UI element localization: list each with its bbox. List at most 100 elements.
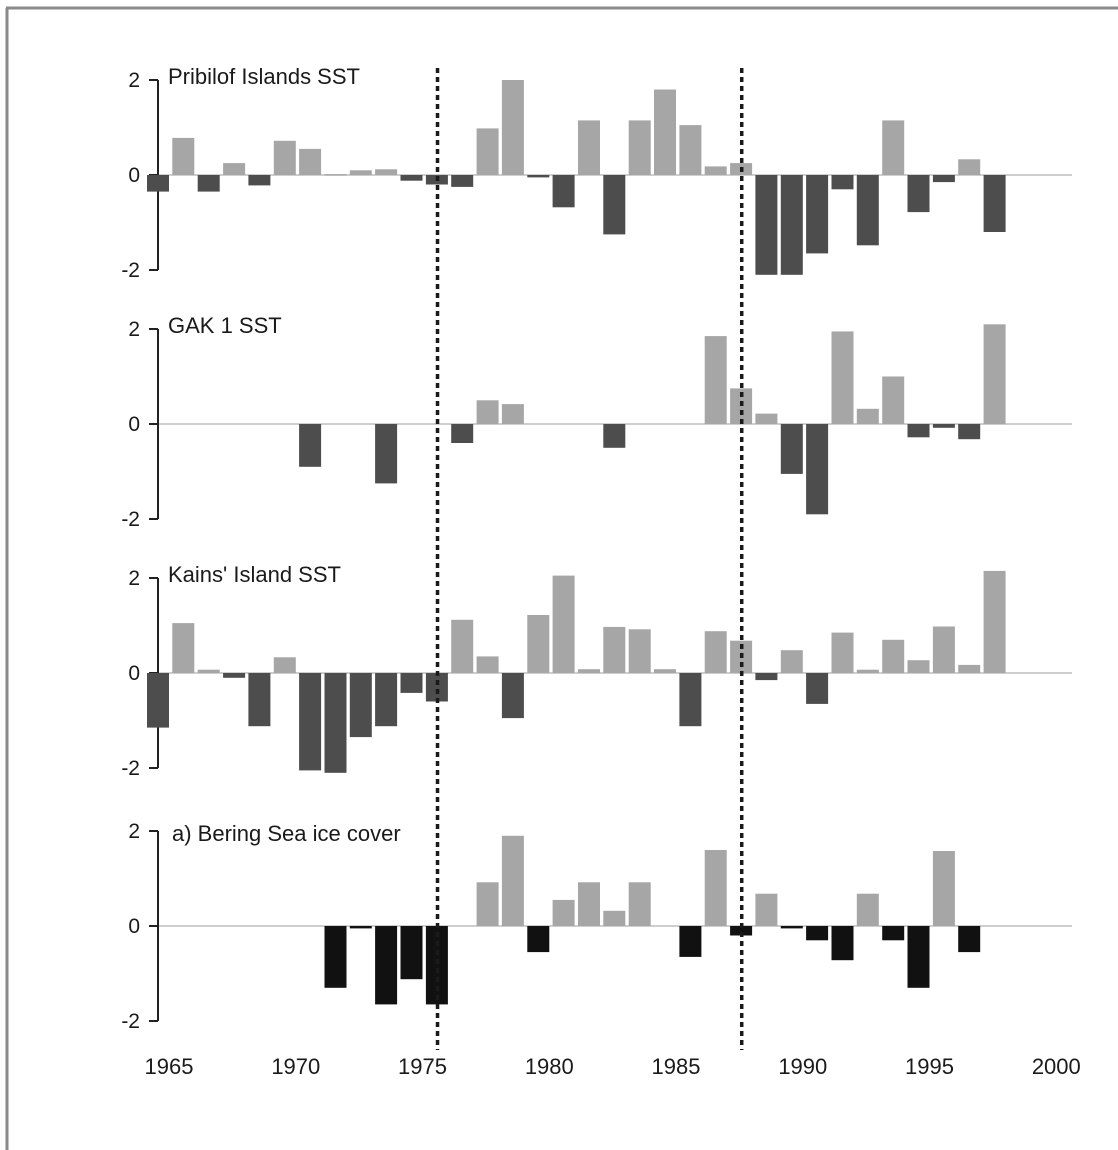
- panel-1-bar-1994: [882, 120, 905, 175]
- panel-3-bar-1978: [476, 656, 499, 673]
- panel-4-bar-1996: [932, 851, 955, 926]
- panel-2-bar-1971: [299, 424, 322, 467]
- x-tick-label: 1995: [905, 1054, 954, 1079]
- panel-2-bar-1987: [704, 336, 727, 424]
- panel-4-y-tick-label: 2: [128, 820, 140, 843]
- panel-2-bar-1997: [958, 424, 981, 440]
- panel-4-bar-1995: [907, 926, 930, 988]
- x-tick-label: 1965: [145, 1054, 194, 1079]
- panel-4-bar-1992: [831, 926, 854, 961]
- panel-3-bar-1971: [299, 673, 322, 771]
- panel-3-bar-1986: [679, 673, 702, 727]
- panel-2-bar-1988: [730, 388, 753, 424]
- panel-1-bar-1971: [299, 148, 322, 175]
- panel-3-bar-1966: [172, 623, 195, 673]
- panel-3-bar-1980: [527, 615, 550, 673]
- panel-1-bar-1966: [172, 137, 195, 175]
- panel-2-bar-1979: [501, 404, 524, 424]
- panel-3-bar-1992: [831, 632, 854, 673]
- panel-4-bar-1989: [755, 893, 778, 926]
- panel-1-bar-1991: [806, 175, 829, 254]
- panel-4-bar-1976: [425, 926, 448, 1005]
- panel-3-y-tick-label: 2: [128, 567, 140, 590]
- panel-3-bar-1987: [704, 631, 727, 673]
- panel-1-bar-1993: [856, 175, 879, 246]
- panel-3-bar-1969: [248, 673, 271, 727]
- panel-4-bar-1973: [349, 926, 372, 929]
- panel-2-bar-1990: [780, 424, 803, 474]
- panel-3-bar-1995: [907, 660, 930, 673]
- panel-2-y-tick-label: 2: [128, 318, 140, 341]
- panel-2-bar-1978: [476, 400, 499, 425]
- panel-2-bar-1996: [932, 424, 955, 428]
- panel-3-bar-1981: [552, 575, 575, 673]
- panel-4-y-tick-label: 0: [128, 915, 140, 938]
- panel-4-bar-1979: [501, 835, 524, 927]
- panel-1-bar-1972: [324, 174, 347, 176]
- panel-2-bar-1993: [856, 408, 879, 424]
- panel-1-bar-1977: [451, 175, 474, 187]
- panel-4-bar-1994: [882, 926, 905, 941]
- panel-1-bar-1970: [273, 140, 296, 175]
- panel-3-bar-1982: [578, 669, 600, 673]
- panel-1-bar-1979: [501, 80, 524, 175]
- panel-2-title: GAK 1 SST: [168, 313, 282, 338]
- x-tick-label: 1985: [652, 1054, 701, 1079]
- panel-1-y-tick-label: -2: [121, 259, 140, 282]
- panel-3-bar-1972: [324, 673, 347, 773]
- x-tick-label: 1980: [525, 1054, 574, 1079]
- panel-1-bar-1989: [755, 175, 778, 275]
- panel-4-bar-1983: [603, 910, 626, 926]
- panel-4-bar-1980: [527, 926, 550, 953]
- panel-2-bar-1994: [882, 376, 905, 424]
- panel-3-bar-1968: [223, 673, 246, 678]
- panel-1-bar-1987: [704, 166, 727, 175]
- panel-4-bar-1997: [958, 926, 981, 953]
- panel-4: 2 0 -2 a) Bering Sea ice cover: [121, 820, 1072, 1033]
- panel-3-bar-1991: [806, 673, 829, 704]
- panel-3-y-tick-label: 0: [128, 662, 140, 685]
- panel-4-bar-1986: [679, 926, 702, 957]
- panel-3-bar-1985: [654, 669, 676, 673]
- panel-2-bar-1992: [831, 331, 854, 424]
- panel-3-bar-1976: [425, 673, 448, 702]
- panel-1-bar-1978: [476, 128, 499, 175]
- panel-3-bar-1975: [400, 673, 423, 693]
- panel-1: 2 0 -2 Pribilof Islands SST: [121, 64, 1072, 282]
- panel-4-bar-1972: [324, 926, 347, 988]
- panel-2-bar-1989: [755, 413, 778, 424]
- panel-3-bar-1990: [780, 650, 803, 673]
- panel-4-bar-1981: [552, 899, 575, 926]
- panel-4-bar-1987: [704, 850, 727, 926]
- panel-1-bar-1998: [983, 175, 1006, 232]
- panel-3-bar-1965: [147, 673, 169, 728]
- panel-2-bar-1998: [983, 324, 1006, 425]
- panel-1-bar-1982: [578, 120, 600, 175]
- panel-1-y-tick-label: 2: [128, 69, 140, 92]
- x-tick-label: 1975: [398, 1054, 447, 1079]
- panel-3-bar-1974: [375, 673, 398, 727]
- x-tick-label: 1990: [778, 1054, 827, 1079]
- panel-1-bar-1997: [958, 159, 981, 175]
- panel-2-bar-1991: [806, 424, 829, 515]
- panel-3-bar-1989: [755, 673, 778, 681]
- panel-4-bar-1984: [628, 882, 651, 926]
- panel-3-bar-1993: [856, 669, 879, 673]
- panel-2-y-tick-label: -2: [121, 508, 140, 531]
- panel-4-y-tick-label: -2: [121, 1010, 140, 1033]
- panel-3-bar-1970: [273, 657, 296, 673]
- panel-3-bar-1984: [628, 629, 651, 673]
- panel-3-bar-1997: [958, 664, 981, 673]
- x-tick-label: 1970: [271, 1054, 320, 1079]
- panel-1-bar-1995: [907, 175, 930, 213]
- panel-2-bar-1977: [451, 424, 474, 443]
- panel-1-bar-1973: [349, 170, 372, 176]
- panels-layer: 2 0 -2 Pribilof Islands SST 2 0 -2 GAK 1 SST 2 0 -…: [121, 64, 1072, 1033]
- panel-4-bar-1993: [856, 893, 879, 926]
- panel-3-bar-1977: [451, 619, 474, 673]
- panel-1-bar-1965: [147, 175, 169, 192]
- panel-3-bar-1996: [932, 626, 955, 673]
- x-tick-label: 2000: [1032, 1054, 1081, 1079]
- panel-4-title: a) Bering Sea ice cover: [172, 821, 401, 846]
